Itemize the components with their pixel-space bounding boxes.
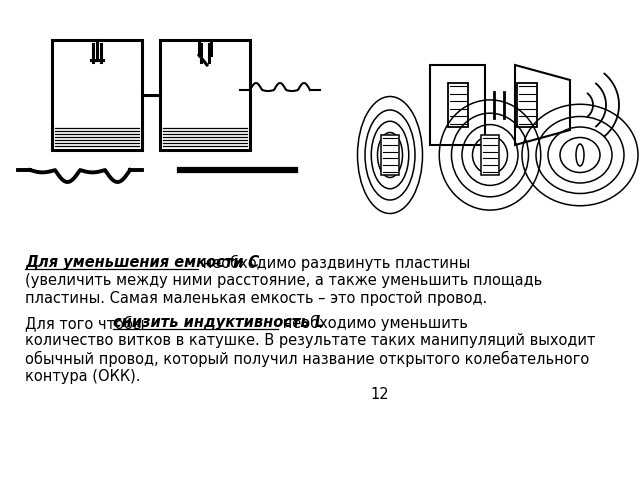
Bar	[517, 83, 537, 127]
Text: контура (ОКК).: контура (ОКК).	[25, 369, 141, 384]
Text: обычный провод, который получил название открытого колебательного: обычный провод, который получил название…	[25, 351, 589, 367]
Text: снизить индуктивность L: снизить индуктивность L	[113, 315, 324, 330]
Text: количество витков в катушке. В результате таких манипуляций выходит: количество витков в катушке. В результат…	[25, 333, 595, 348]
Bar	[430, 65, 485, 145]
Text: 12: 12	[370, 387, 388, 402]
Text: (увеличить между ними расстояние, а также уменьшить площадь: (увеличить между ними расстояние, а такж…	[25, 273, 542, 288]
Text: необходимо уменьшить: необходимо уменьшить	[278, 315, 468, 331]
Text: пластины. Самая маленькая емкость – это простой провод.: пластины. Самая маленькая емкость – это …	[25, 291, 487, 306]
Text: Для того чтобы: Для того чтобы	[25, 315, 149, 331]
Bar	[481, 135, 499, 175]
Text: Для уменьшения емкости C: Для уменьшения емкости C	[25, 255, 259, 270]
Bar	[160, 40, 250, 150]
Bar	[447, 83, 467, 127]
Bar	[381, 135, 399, 175]
Bar	[52, 40, 142, 150]
Text: необходимо раздвинуть пластины: необходимо раздвинуть пластины	[198, 255, 470, 271]
